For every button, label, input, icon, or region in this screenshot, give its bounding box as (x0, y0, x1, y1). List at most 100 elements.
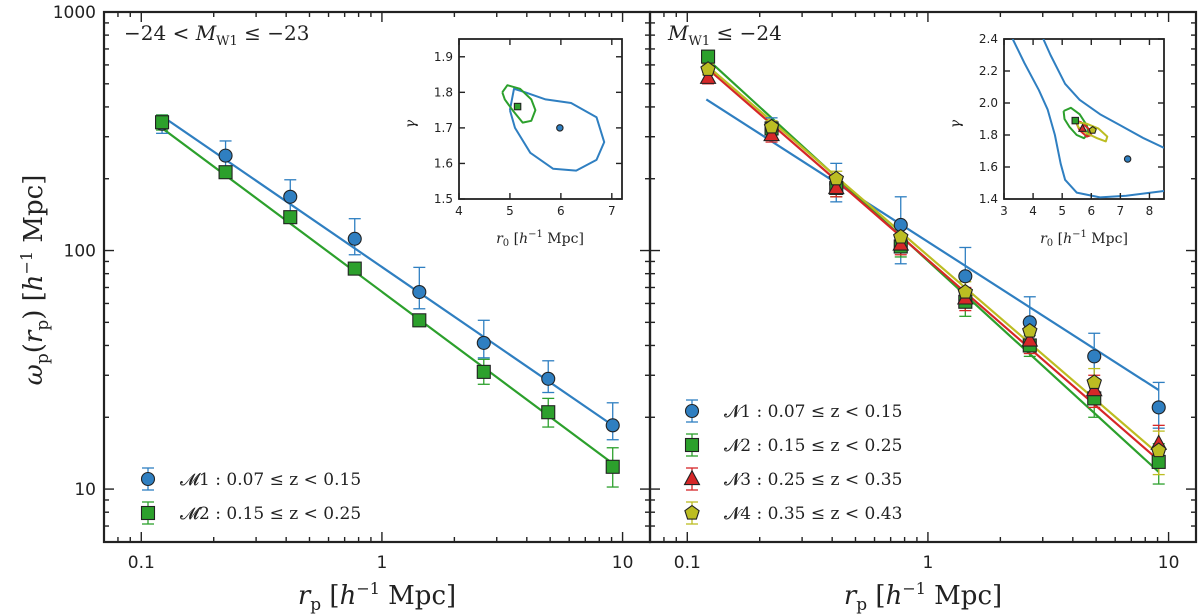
inset-contour-N1-right (1042, 39, 1164, 149)
inset-x-tick-label: 5 (506, 204, 514, 218)
inset-x-tick-label: 6 (1087, 204, 1095, 218)
x-tick-label: 0.1 (128, 553, 155, 573)
inset-x-tick-label: 5 (1058, 204, 1066, 218)
legend-label-M2: 𝓜2 : 0.15 ≤ z < 0.25 (180, 504, 361, 524)
left-legend: 𝓜1 : 0.07 ≤ z < 0.15 𝓜2 : 0.15 ≤ z < 0.25 (140, 467, 361, 525)
inset-x-tick-label: 3 (1000, 204, 1008, 218)
point-M2-4 (412, 313, 427, 328)
point-N1-3 (958, 269, 973, 284)
inset-y-tick-label: 1.8 (979, 128, 998, 142)
legend-marker-N2 (684, 437, 700, 453)
left-x-axis-title: rp [h−1 Mpc] (298, 579, 456, 615)
fit-line-M1 (159, 114, 614, 427)
legend-entry-M1: 𝓜1 : 0.07 ≤ z < 0.15 (140, 467, 361, 491)
left-ticks: 0.1 1 10 10 100 1000 (53, 3, 650, 573)
legend-label-N4: 𝓝4 : 0.35 ≤ z < 0.43 (724, 504, 902, 524)
fit-line-N4 (705, 64, 1160, 456)
left-inset: 4 5 6 7 1.5 1.6 1.7 1.8 1.9 r0 [h−1 Mpc] γ (403, 38, 623, 249)
point-M1-7 (605, 418, 620, 433)
inset-y-tick-label: 2.2 (979, 64, 998, 78)
point-M2-1 (218, 165, 233, 180)
left-inset-ticks: 4 5 6 7 1.5 1.6 1.7 1.8 1.9 (434, 39, 622, 218)
inset-x-tick-label: 4 (1029, 204, 1037, 218)
inset-x-tick-label: 6 (557, 204, 565, 218)
point-M2-3 (347, 261, 362, 276)
right-inset-content (1011, 39, 1164, 199)
legend-entry-M2: 𝓜2 : 0.15 ≤ z < 0.25 (140, 501, 361, 525)
point-N4-5 (1022, 322, 1038, 338)
inset-point-N1 (1123, 155, 1132, 163)
inset-y-tick-label: 2.4 (979, 32, 998, 46)
inset-contour-N1-left (1011, 39, 1164, 199)
right-ticks: 0.1 1 10 (649, 11, 1196, 573)
left-panel: 0.1 1 10 10 100 1000 −24 < MW1 ≤ −23 𝓜1 : 0.0… (53, 3, 652, 573)
x-tick-label: 1 (923, 553, 934, 573)
y-tick-label: 10 (74, 480, 96, 500)
right-inset-ylabel: γ (948, 119, 964, 128)
left-inset-ylabel: γ (403, 119, 419, 128)
x-tick-label: 1 (377, 553, 388, 573)
inset-x-tick-label: 4 (455, 204, 463, 218)
legend-marker-M2 (140, 505, 156, 521)
inset-y-tick-label: 1.5 (434, 192, 453, 206)
inset-y-tick-label: 1.9 (434, 50, 453, 64)
left-inset-content (501, 84, 606, 172)
left-fit-lines (159, 114, 614, 465)
legend-entry-N1: 𝓝1 : 0.07 ≤ z < 0.15 (684, 399, 902, 423)
point-N2-7 (1151, 454, 1166, 469)
inset-x-tick-label: 7 (608, 204, 616, 218)
inset-point-N3 (1077, 123, 1088, 132)
legend-entry-N2: 𝓝2 : 0.15 ≤ z < 0.25 (684, 433, 902, 457)
inset-point-N4 (1088, 125, 1097, 134)
right-markers (699, 49, 1168, 469)
inset-x-tick-label: 8 (1146, 204, 1154, 218)
legend-entry-N3: 𝓝3 : 0.25 ≤ z < 0.35 (683, 467, 902, 491)
fit-line-N1 (705, 98, 1160, 392)
inset-point-M1 (556, 124, 564, 132)
point-M1-2 (283, 189, 298, 204)
point-M2-2 (283, 210, 298, 225)
point-M1-1 (218, 148, 233, 163)
point-N4-4 (957, 283, 974, 299)
point-N1-6 (1151, 400, 1166, 415)
right-panel: 0.1 1 10 MW1 ≤ −24 𝓝1 : 0.07 ≤ z < 0.15 𝓝2 … (648, 10, 1198, 573)
inset-contour-M2 (501, 84, 537, 124)
left-markers (155, 115, 620, 474)
fit-line-M2 (159, 125, 614, 465)
legend-label-N1: 𝓝1 : 0.07 ≤ z < 0.15 (724, 402, 902, 422)
right-inset-ticks: 3 4 5 6 7 8 1.4 1.6 1.8 2.0 2.2 2.4 (979, 32, 1164, 218)
left-inset-frame (458, 38, 623, 200)
inset-y-tick-label: 1.6 (434, 156, 453, 170)
y-tick-label: 1000 (53, 3, 96, 23)
inset-x-tick-label: 7 (1117, 204, 1125, 218)
y-axis-title: ωp(rp) [h−1 Mpc] (17, 175, 53, 386)
right-fit-lines (705, 57, 1160, 473)
point-M2-5 (476, 364, 491, 379)
point-M1-5 (476, 335, 491, 350)
point-N4-0 (700, 61, 716, 76)
left-panel-title: −24 < MW1 ≤ −23 (124, 21, 310, 49)
point-N3-2 (827, 178, 845, 195)
point-M2-6 (541, 405, 556, 420)
point-N3-5 (1021, 331, 1039, 347)
inset-y-tick-label: 1.6 (979, 160, 998, 174)
point-N4-3 (892, 228, 909, 244)
inset-point-N2 (1071, 116, 1080, 125)
inset-y-tick-label: 2.0 (979, 96, 998, 110)
legend-label-M1: 𝓜1 : 0.07 ≤ z < 0.15 (180, 470, 361, 490)
legend-entry-N4: 𝓝4 : 0.35 ≤ z < 0.43 (684, 501, 902, 525)
point-M1-6 (541, 371, 556, 386)
point-N4-2 (828, 170, 845, 186)
y-tick-label: 100 (64, 242, 96, 262)
point-M2-0 (155, 115, 170, 130)
right-legend: 𝓝1 : 0.07 ≤ z < 0.15 𝓝2 : 0.15 ≤ z < 0.25… (683, 399, 902, 525)
right-inset-xlabel: r0 [h−1 Mpc] (1040, 229, 1128, 249)
point-M1-4 (412, 284, 427, 300)
point-N4-7 (1150, 442, 1167, 458)
inset-y-tick-label: 1.8 (434, 85, 453, 99)
point-N4-6 (1086, 374, 1102, 390)
legend-marker-M1 (140, 471, 156, 487)
right-plot-frame (648, 10, 1198, 544)
left-inset-xlabel: r0 [h−1 Mpc] (496, 229, 584, 249)
legend-marker-N3 (683, 469, 701, 486)
